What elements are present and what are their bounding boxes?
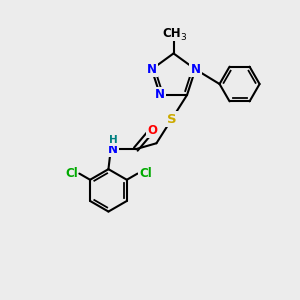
Text: 3: 3 (180, 33, 186, 42)
Text: S: S (167, 112, 177, 126)
Text: N: N (155, 88, 165, 101)
Text: N: N (147, 63, 157, 76)
Text: H: H (109, 135, 118, 145)
Text: Cl: Cl (65, 167, 78, 180)
Text: N: N (190, 63, 200, 76)
Text: Cl: Cl (139, 167, 152, 180)
Text: CH: CH (162, 27, 181, 40)
Text: O: O (147, 124, 157, 136)
Text: N: N (108, 142, 118, 156)
